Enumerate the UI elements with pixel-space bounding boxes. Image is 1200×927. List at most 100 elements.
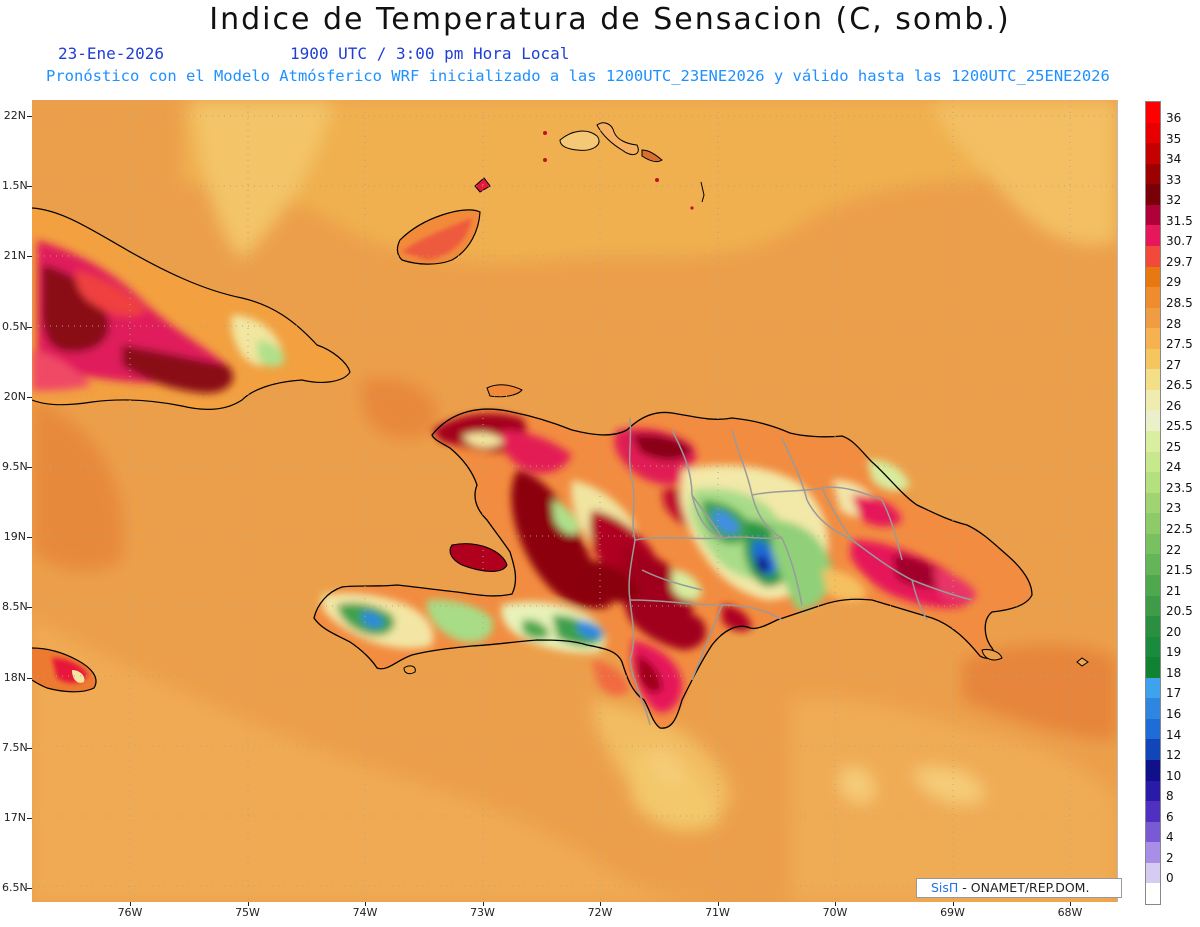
sea-field-variations bbox=[32, 100, 1117, 902]
colorbar-label: 23 bbox=[1166, 501, 1182, 516]
colorbar-swatch bbox=[1146, 677, 1160, 699]
colorbar-swatch bbox=[1146, 348, 1160, 370]
lat-tick bbox=[27, 888, 32, 890]
lat-label: 9.5N bbox=[2, 460, 28, 473]
colorbar-label: 26 bbox=[1166, 398, 1182, 413]
colorbar-swatch bbox=[1146, 513, 1160, 535]
colorbar-swatch bbox=[1146, 328, 1160, 350]
colorbar-label: 24 bbox=[1166, 460, 1182, 475]
graticule bbox=[32, 100, 1117, 902]
lon-label: 74W bbox=[352, 906, 378, 919]
colorbar-swatch bbox=[1146, 616, 1160, 638]
colorbar-swatch bbox=[1146, 389, 1160, 411]
bahamas-islands bbox=[396, 122, 705, 395]
colorbar-label: 28 bbox=[1166, 316, 1182, 331]
lat-tick bbox=[27, 256, 32, 258]
colorbar-swatch bbox=[1146, 821, 1160, 843]
lat-tick bbox=[27, 677, 32, 679]
colorbar-label: 18 bbox=[1166, 665, 1182, 680]
colorbar-label: 29 bbox=[1166, 275, 1182, 290]
colorbar-swatch bbox=[1146, 184, 1160, 206]
colorbar-label: 34 bbox=[1166, 152, 1182, 167]
lat-label: 0.5N bbox=[2, 319, 28, 333]
lat-label: 17N bbox=[3, 811, 26, 824]
cuba-landmass bbox=[32, 207, 351, 410]
lat-label: 20N bbox=[3, 389, 26, 403]
colorbar-label: 16 bbox=[1166, 706, 1182, 721]
colorbar-swatch bbox=[1146, 574, 1160, 597]
heat-index-map bbox=[32, 100, 1118, 902]
colorbar-label: 32 bbox=[1166, 193, 1182, 208]
lon-tick bbox=[482, 902, 484, 906]
colorbar-label: 25.5 bbox=[1166, 419, 1193, 434]
lat-label: 1.5N bbox=[2, 179, 28, 193]
colorbar-swatch bbox=[1146, 842, 1160, 864]
colorbar-label: 14 bbox=[1166, 727, 1182, 742]
colorbar-swatch bbox=[1146, 287, 1160, 309]
colorbar-swatch bbox=[1146, 472, 1160, 494]
lat-label: 18N bbox=[3, 670, 26, 684]
colorbar-swatch bbox=[1146, 883, 1160, 904]
colorbar-swatch bbox=[1146, 862, 1160, 884]
hispaniola-island bbox=[313, 408, 1033, 729]
colorbar-label: 6 bbox=[1166, 809, 1174, 824]
colorbar-swatch bbox=[1146, 307, 1160, 329]
lat-tick bbox=[27, 326, 32, 328]
colorbar-label: 21 bbox=[1166, 583, 1182, 598]
lat-label: 7.5N bbox=[2, 740, 28, 754]
lat-tick bbox=[27, 607, 32, 609]
lon-label: 73W bbox=[470, 906, 495, 919]
colorbar-swatch bbox=[1146, 225, 1160, 247]
lon-label: 68W bbox=[1057, 906, 1083, 919]
lon-tick bbox=[717, 902, 719, 906]
colorbar-swatch bbox=[1146, 266, 1160, 288]
lon-label: 70W bbox=[822, 906, 848, 919]
lon-tick bbox=[130, 902, 131, 906]
colorbar-swatch bbox=[1146, 801, 1160, 823]
colorbar-label: 21.5 bbox=[1166, 563, 1193, 578]
map-title: Indice de Temperatura de Sensacion (C, s… bbox=[209, 2, 1011, 37]
colorbar-label: 22.5 bbox=[1166, 522, 1193, 536]
colorbar-label: 26.5 bbox=[1166, 378, 1193, 393]
colorbar-swatch bbox=[1146, 780, 1160, 802]
colorbar-label: 20 bbox=[1166, 624, 1182, 639]
colorbar-label: 36 bbox=[1166, 111, 1182, 125]
colorbar bbox=[1145, 101, 1161, 905]
colorbar-label: 28.5 bbox=[1166, 295, 1193, 310]
colorbar-label: 33 bbox=[1166, 172, 1182, 187]
colorbar-swatch bbox=[1146, 163, 1160, 185]
lat-tick bbox=[27, 186, 32, 188]
province-borders bbox=[628, 417, 973, 726]
lon-label: 75W bbox=[235, 906, 260, 919]
colorbar-swatch bbox=[1146, 595, 1160, 617]
colorbar-label: 27.5 bbox=[1166, 337, 1193, 352]
colorbar-swatch bbox=[1146, 533, 1160, 555]
colorbar-swatch bbox=[1146, 554, 1160, 576]
colorbar-label: 25 bbox=[1166, 439, 1182, 454]
colorbar-label: 23.5 bbox=[1166, 480, 1193, 495]
colorbar-swatch bbox=[1146, 122, 1160, 144]
sispi-logo-text: SisΠ bbox=[931, 880, 959, 895]
lon-tick bbox=[600, 902, 601, 906]
lon-tick bbox=[952, 902, 954, 906]
colorbar-label: 31.5 bbox=[1166, 213, 1193, 228]
lon-tick bbox=[247, 902, 249, 906]
colorbar-swatch bbox=[1146, 431, 1160, 453]
colorbar-swatch bbox=[1146, 410, 1160, 432]
colorbar-swatch bbox=[1146, 492, 1160, 514]
colorbar-label: 8 bbox=[1166, 789, 1174, 804]
lat-label: 19N bbox=[3, 530, 26, 544]
credit-box: SisΠ - ONAMET/REP.DOM. bbox=[916, 878, 1122, 898]
colorbar-label: 0 bbox=[1166, 871, 1174, 886]
lon-label: 69W bbox=[940, 906, 965, 919]
lon-label: 72W bbox=[587, 906, 613, 919]
colorbar-label: 19 bbox=[1166, 645, 1182, 660]
colorbar-swatch bbox=[1146, 369, 1160, 391]
lon-tick bbox=[835, 902, 836, 906]
lat-tick bbox=[27, 537, 32, 539]
lat-tick bbox=[27, 747, 32, 749]
colorbar-swatch bbox=[1146, 760, 1160, 782]
colorbar-swatch bbox=[1146, 718, 1160, 740]
lon-tick bbox=[365, 902, 366, 906]
jamaica-east bbox=[32, 647, 97, 693]
